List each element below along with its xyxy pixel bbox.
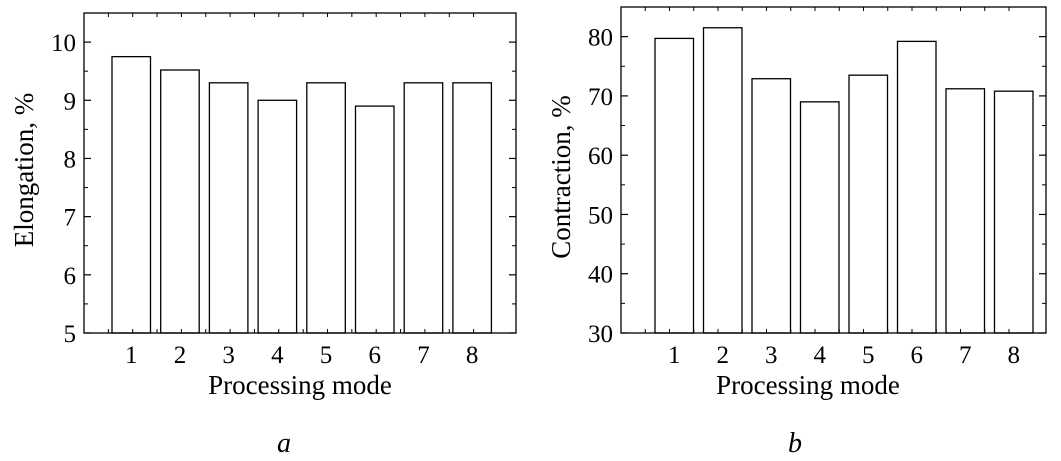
chart-panel-b: 30 40 50 60 70 80 1 2 3 4 5 6 7 8 Processing mode Co… xyxy=(546,6,1047,459)
x-tick-label: 4 xyxy=(271,342,284,369)
y-tick-label: 30 xyxy=(588,321,613,348)
bar-4 xyxy=(257,99,298,334)
bars-b xyxy=(654,27,1034,334)
y-tick-label: 40 xyxy=(588,262,613,289)
bar-7 xyxy=(403,82,444,334)
bar-6 xyxy=(896,40,937,334)
bar-3 xyxy=(208,82,249,334)
y-tick-label: 80 xyxy=(588,25,613,52)
x-tick-label: 3 xyxy=(222,342,235,369)
x-tick-label: 7 xyxy=(959,342,972,369)
x-tick-label: 4 xyxy=(814,342,827,369)
x-axis-title-a: Processing mode xyxy=(208,370,392,400)
y-tick-labels-a: 5 6 7 8 9 10 xyxy=(51,30,76,348)
y-tick-label: 7 xyxy=(64,205,77,232)
y-tick-labels-b: 30 40 50 60 70 80 xyxy=(588,25,613,348)
bar-7 xyxy=(945,88,986,334)
y-tick-label: 9 xyxy=(64,88,77,115)
x-tick-label: 1 xyxy=(125,342,138,369)
x-tick-label: 6 xyxy=(911,342,924,369)
x-tick-label: 1 xyxy=(668,342,681,369)
bar-1 xyxy=(111,55,152,334)
x-tick-label: 3 xyxy=(765,342,778,369)
x-tick-label: 8 xyxy=(1008,342,1021,369)
y-tick-label: 8 xyxy=(64,146,77,173)
x-tick-labels-b: 1 2 3 4 5 6 7 8 xyxy=(668,342,1020,369)
y-axis-title-b: Contraction, % xyxy=(546,95,576,258)
bar-6 xyxy=(354,105,395,334)
bar-5 xyxy=(848,74,889,334)
x-tick-label: 7 xyxy=(417,342,430,369)
bar-1 xyxy=(654,37,695,334)
x-axis-title-b: Processing mode xyxy=(716,370,900,400)
x-tick-label: 2 xyxy=(717,342,730,369)
panel-caption-b: b xyxy=(788,428,802,459)
bars-a xyxy=(111,55,493,334)
x-tick-label: 8 xyxy=(466,342,479,369)
bar-2 xyxy=(702,27,743,334)
bar-2 xyxy=(160,69,200,334)
y-tick-label: 5 xyxy=(64,321,77,348)
y-axis-title-a: Elongation, % xyxy=(9,93,39,247)
y-tick-label: 10 xyxy=(51,30,76,57)
bar-3 xyxy=(751,78,792,334)
bar-8 xyxy=(993,90,1034,334)
bar-5 xyxy=(306,82,346,334)
x-tick-label: 6 xyxy=(369,342,382,369)
plot-frame-a xyxy=(83,12,517,334)
x-tick-label: 2 xyxy=(174,342,187,369)
bar-8 xyxy=(452,82,493,334)
chart-panel-a: 5 6 7 8 9 10 1 2 3 4 5 6 7 8 Processing mode Elongat… xyxy=(9,12,517,459)
y-tick-label: 6 xyxy=(64,263,77,290)
y-tick-label: 70 xyxy=(588,84,613,111)
ticks-b xyxy=(621,7,1046,334)
x-tick-label: 5 xyxy=(320,342,333,369)
y-tick-label: 60 xyxy=(588,143,613,170)
x-tick-label: 5 xyxy=(862,342,875,369)
bar-4 xyxy=(799,101,840,334)
panel-caption-a: a xyxy=(277,428,291,459)
y-tick-label: 50 xyxy=(588,202,613,229)
plot-frame-b xyxy=(620,6,1047,334)
x-tick-labels-a: 1 2 3 4 5 6 7 8 xyxy=(125,342,478,369)
ticks-a xyxy=(84,13,516,334)
